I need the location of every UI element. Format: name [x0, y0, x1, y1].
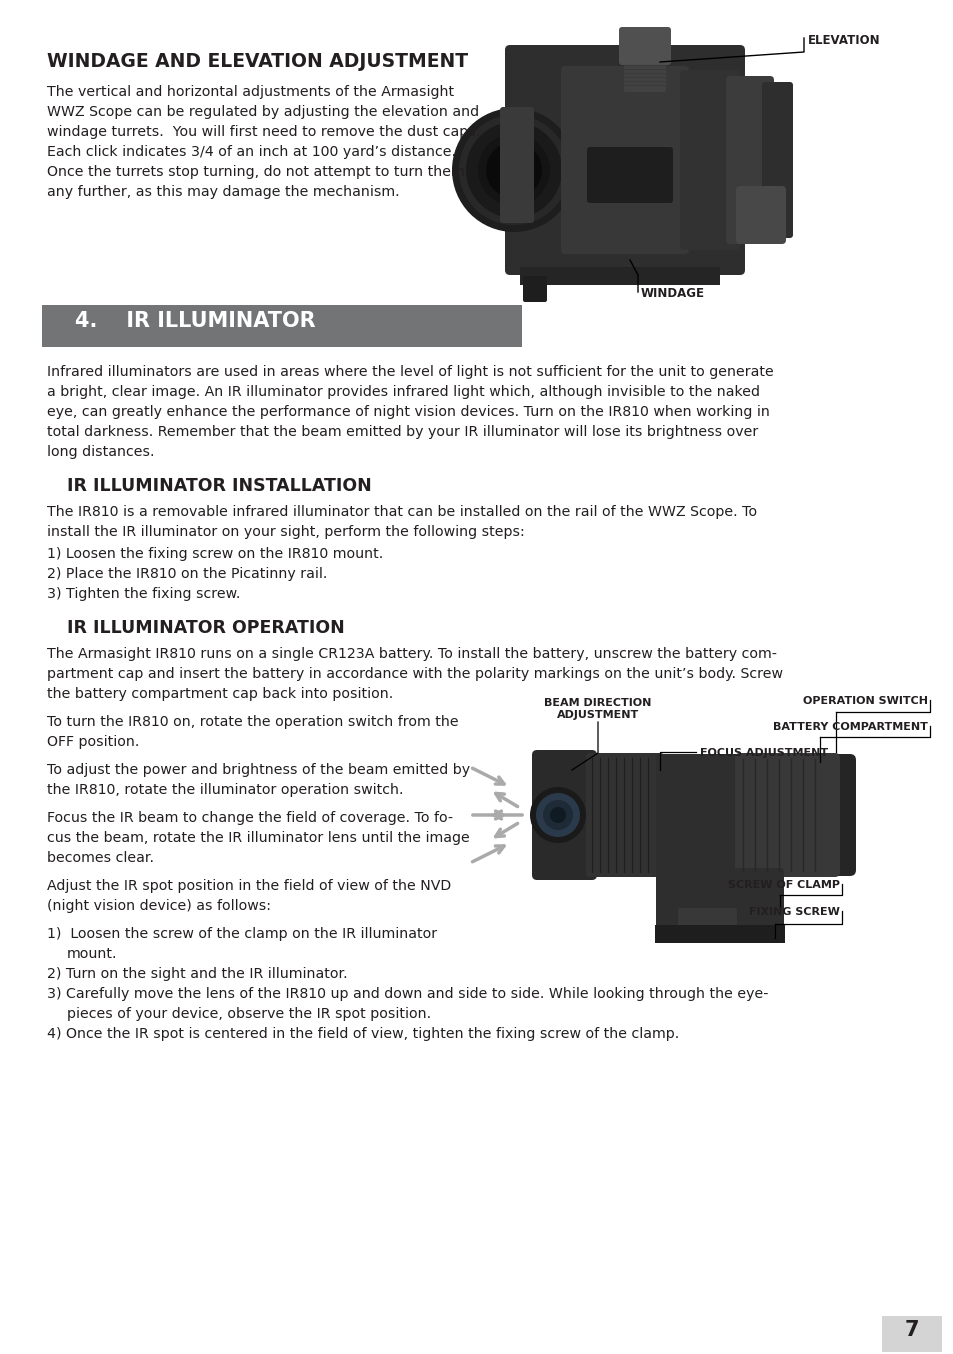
Text: a bright, clear image. An IR illuminator provides infrared light which, although: a bright, clear image. An IR illuminator…: [47, 385, 760, 399]
Text: ADJUSTMENT: ADJUSTMENT: [557, 709, 639, 720]
FancyBboxPatch shape: [459, 20, 804, 284]
Text: OPERATION SWITCH: OPERATION SWITCH: [802, 696, 927, 705]
Text: WWZ Scope can be regulated by adjusting the elevation and: WWZ Scope can be regulated by adjusting …: [47, 106, 478, 119]
FancyBboxPatch shape: [504, 45, 744, 275]
Circle shape: [536, 793, 579, 837]
Text: mount.: mount.: [67, 946, 117, 961]
Circle shape: [477, 134, 550, 206]
Text: the battery compartment cap back into position.: the battery compartment cap back into po…: [47, 686, 393, 701]
Text: 4) Once the IR spot is centered in the field of view, tighten the fixing screw o: 4) Once the IR spot is centered in the f…: [47, 1026, 679, 1041]
Text: install the IR illuminator on your sight, perform the following steps:: install the IR illuminator on your sight…: [47, 525, 524, 539]
FancyBboxPatch shape: [470, 695, 929, 965]
FancyBboxPatch shape: [585, 753, 663, 877]
FancyBboxPatch shape: [554, 754, 855, 876]
Text: Once the turrets stop turning, do not attempt to turn them: Once the turrets stop turning, do not at…: [47, 165, 464, 179]
Circle shape: [458, 115, 568, 225]
Text: becomes clear.: becomes clear.: [47, 852, 153, 865]
FancyBboxPatch shape: [522, 276, 546, 302]
Text: The IR810 is a removable infrared illuminator that can be installed on the rail : The IR810 is a removable infrared illumi…: [47, 505, 757, 519]
Text: (night vision device) as follows:: (night vision device) as follows:: [47, 899, 271, 913]
Text: The vertical and horizontal adjustments of the Armasight: The vertical and horizontal adjustments …: [47, 85, 454, 99]
Text: SCREW OF CLAMP: SCREW OF CLAMP: [727, 880, 840, 890]
Text: FOCUS ADJUSTMENT: FOCUS ADJUSTMENT: [700, 747, 827, 758]
FancyBboxPatch shape: [655, 925, 784, 942]
FancyBboxPatch shape: [725, 76, 773, 244]
Text: FIXING SCREW: FIXING SCREW: [748, 907, 840, 917]
Text: pieces of your device, observe the IR spot position.: pieces of your device, observe the IR sp…: [67, 1007, 431, 1021]
Circle shape: [452, 108, 576, 232]
FancyBboxPatch shape: [532, 750, 597, 880]
Text: windage turrets.  You will first need to remove the dust caps.: windage turrets. You will first need to …: [47, 125, 479, 139]
FancyBboxPatch shape: [560, 66, 688, 255]
Text: 1)  Loosen the screw of the clamp on the IR illuminator: 1) Loosen the screw of the clamp on the …: [47, 927, 436, 941]
Text: total darkness. Remember that the beam emitted by your IR illuminator will lose : total darkness. Remember that the beam e…: [47, 425, 758, 439]
Circle shape: [485, 142, 541, 198]
Text: long distances.: long distances.: [47, 445, 154, 459]
FancyBboxPatch shape: [882, 1316, 941, 1353]
FancyBboxPatch shape: [623, 46, 665, 92]
FancyBboxPatch shape: [656, 754, 743, 876]
Text: WINDAGE: WINDAGE: [640, 287, 704, 301]
Text: 7: 7: [903, 1320, 919, 1340]
FancyBboxPatch shape: [519, 267, 720, 284]
Text: 2) Turn on the sight and the IR illuminator.: 2) Turn on the sight and the IR illumina…: [47, 967, 347, 982]
Text: BATTERY COMPARTMENT: BATTERY COMPARTMENT: [772, 722, 927, 733]
Text: WINDAGE AND ELEVATION ADJUSTMENT: WINDAGE AND ELEVATION ADJUSTMENT: [47, 51, 468, 70]
Text: To adjust the power and brightness of the beam emitted by: To adjust the power and brightness of th…: [47, 764, 470, 777]
Text: IR ILLUMINATOR OPERATION: IR ILLUMINATOR OPERATION: [67, 619, 344, 636]
Text: BEAM DIRECTION: BEAM DIRECTION: [544, 699, 651, 708]
Text: OFF position.: OFF position.: [47, 735, 139, 749]
Text: 3) Tighten the fixing screw.: 3) Tighten the fixing screw.: [47, 588, 240, 601]
FancyBboxPatch shape: [499, 107, 534, 223]
Text: ELEVATION: ELEVATION: [807, 34, 880, 47]
Circle shape: [465, 122, 561, 218]
Text: Each click indicates 3/4 of an inch at 100 yard’s distance.: Each click indicates 3/4 of an inch at 1…: [47, 145, 456, 158]
Text: the IR810, rotate the illuminator operation switch.: the IR810, rotate the illuminator operat…: [47, 783, 403, 798]
Text: The Armasight IR810 runs on a single CR123A battery. To install the battery, uns: The Armasight IR810 runs on a single CR1…: [47, 647, 776, 661]
Text: any further, as this may damage the mechanism.: any further, as this may damage the mech…: [47, 185, 399, 199]
Text: partment cap and insert the battery in accordance with the polarity markings on : partment cap and insert the battery in a…: [47, 668, 782, 681]
FancyBboxPatch shape: [678, 909, 737, 942]
Circle shape: [542, 800, 573, 830]
FancyBboxPatch shape: [735, 185, 785, 244]
FancyBboxPatch shape: [656, 868, 783, 940]
Text: 3) Carefully move the lens of the IR810 up and down and side to side. While look: 3) Carefully move the lens of the IR810 …: [47, 987, 768, 1001]
Text: 2) Place the IR810 on the Picatinny rail.: 2) Place the IR810 on the Picatinny rail…: [47, 567, 327, 581]
FancyBboxPatch shape: [618, 27, 670, 65]
Text: Infrared illuminators are used in areas where the level of light is not sufficie: Infrared illuminators are used in areas …: [47, 366, 773, 379]
Text: To turn the IR810 on, rotate the operation switch from the: To turn the IR810 on, rotate the operati…: [47, 715, 458, 728]
Text: Adjust the IR spot position in the field of view of the NVD: Adjust the IR spot position in the field…: [47, 879, 451, 894]
Text: 4.    IR ILLUMINATOR: 4. IR ILLUMINATOR: [75, 311, 315, 330]
FancyBboxPatch shape: [761, 83, 792, 238]
Text: eye, can greatly enhance the performance of night vision devices. Turn on the IR: eye, can greatly enhance the performance…: [47, 405, 769, 418]
FancyBboxPatch shape: [586, 148, 672, 203]
FancyBboxPatch shape: [734, 753, 840, 877]
Text: cus the beam, rotate the IR illuminator lens until the image: cus the beam, rotate the IR illuminator …: [47, 831, 469, 845]
Text: Focus the IR beam to change the field of coverage. To fo-: Focus the IR beam to change the field of…: [47, 811, 453, 825]
FancyBboxPatch shape: [42, 305, 521, 347]
Text: 1) Loosen the fixing screw on the IR810 mount.: 1) Loosen the fixing screw on the IR810 …: [47, 547, 383, 561]
Text: IR ILLUMINATOR INSTALLATION: IR ILLUMINATOR INSTALLATION: [67, 477, 372, 496]
Circle shape: [550, 807, 565, 823]
FancyBboxPatch shape: [679, 70, 740, 250]
Circle shape: [530, 787, 585, 844]
